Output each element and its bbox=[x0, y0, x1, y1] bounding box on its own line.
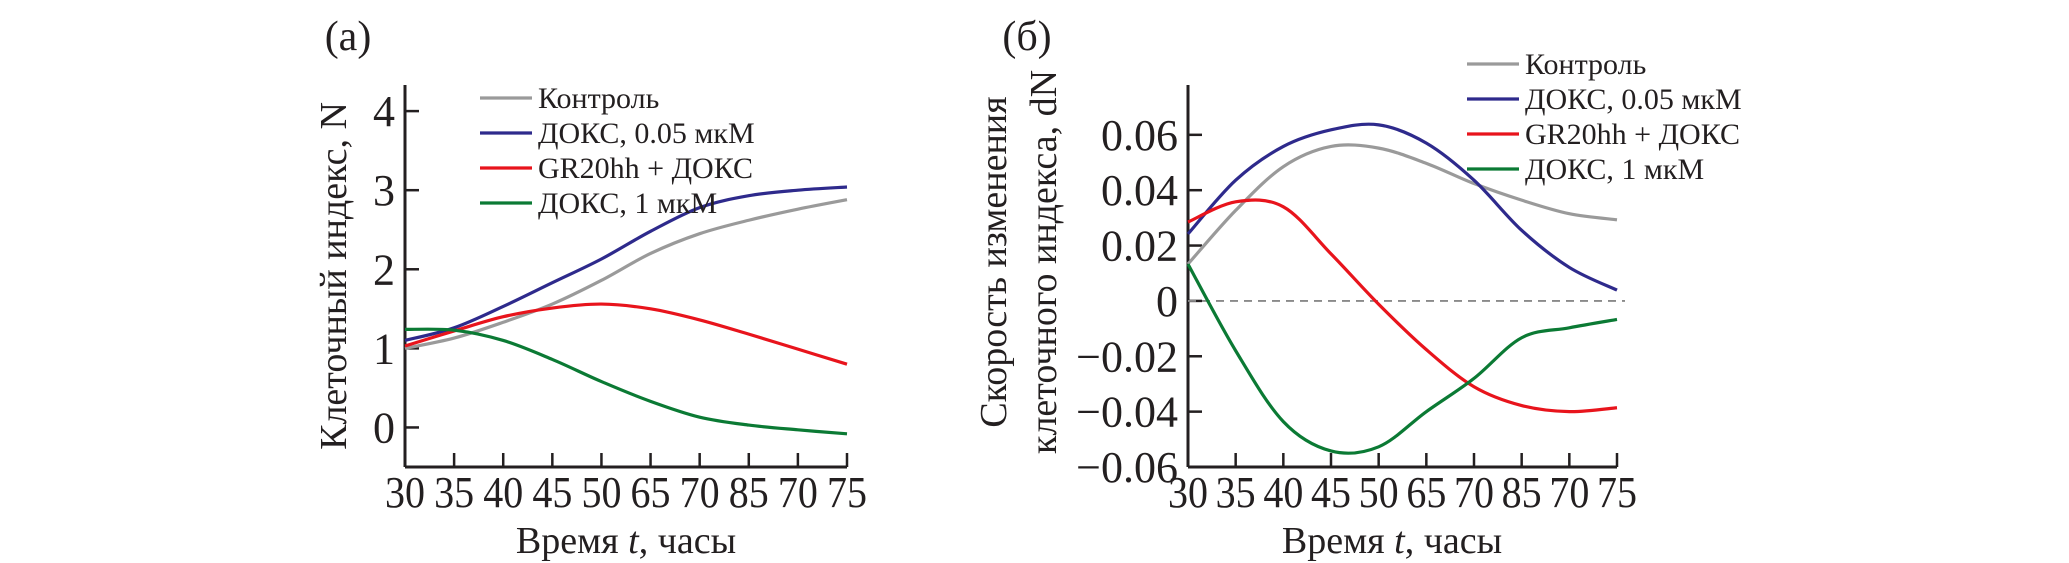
series-line-4 bbox=[1186, 263, 1618, 455]
x-tick-label: 70 bbox=[680, 468, 720, 517]
x-tick-label: 70 bbox=[1549, 468, 1589, 517]
x-tick-label: 45 bbox=[1311, 468, 1351, 517]
y-tick-label: 3 bbox=[373, 166, 395, 215]
y-tick-label: 0.06 bbox=[1101, 111, 1178, 160]
y-tick-label: 0.04 bbox=[1101, 166, 1178, 215]
axes-b: 30 35 40 45 50 65 70 85 70 75−0.06−0.04−0.0200.02… bbox=[1076, 85, 1637, 517]
y-tick-label: 0 bbox=[1156, 277, 1178, 326]
x-tick-label: 85 bbox=[729, 468, 769, 517]
series-line-1 bbox=[404, 198, 848, 350]
y-tick-label: 2 bbox=[373, 245, 395, 294]
x-tick-label: 85 bbox=[1502, 468, 1542, 517]
x-tick-label: 30 bbox=[385, 468, 425, 517]
x-axis-title-a: Время t, часы bbox=[516, 520, 736, 562]
series-line-2 bbox=[1186, 122, 1618, 292]
x-tick-label: 50 bbox=[1359, 468, 1399, 517]
series-line-3 bbox=[404, 302, 848, 366]
legend-label: ДОКС, 1 мкМ bbox=[1525, 153, 1704, 186]
x-tick-label: 75 bbox=[1597, 468, 1637, 517]
x-tick-label: 65 bbox=[1406, 468, 1446, 517]
y-axis-title-b-line1: Скорость изменения bbox=[973, 96, 1015, 427]
y-tick-label: 0.02 bbox=[1101, 222, 1178, 271]
x-axis-title-b: Время t, часы bbox=[1282, 520, 1502, 562]
y-axis-title-b-line2: клеточного индекса, dN bbox=[1023, 70, 1065, 454]
panel-label-b: (б) bbox=[1002, 14, 1051, 60]
series-lines-b bbox=[1186, 122, 1625, 455]
x-tick-label: 45 bbox=[532, 468, 572, 517]
x-tick-label: 65 bbox=[631, 468, 671, 517]
y-axis-title-a: Клеточный индекс, N bbox=[313, 102, 355, 450]
legend-label: ДОКС, 0.05 мкМ bbox=[1525, 83, 1742, 116]
y-tick-label: −0.02 bbox=[1076, 332, 1178, 381]
series-line-2 bbox=[404, 185, 848, 343]
series-lines-a bbox=[404, 185, 848, 436]
x-tick-label: 30 bbox=[1168, 468, 1208, 517]
x-tick-label: 75 bbox=[827, 468, 867, 517]
legend-label: GR20hh + ДОКС bbox=[1525, 118, 1740, 151]
x-tick-label: 35 bbox=[1216, 468, 1256, 517]
series-line-1 bbox=[1186, 143, 1618, 266]
y-tick-label: −0.06 bbox=[1076, 443, 1178, 492]
legend-label: GR20hh + ДОКС bbox=[538, 152, 753, 185]
x-tick-label: 40 bbox=[483, 468, 523, 517]
x-tick-label: 70 bbox=[1454, 468, 1494, 517]
legend-label: Контроль bbox=[1525, 48, 1646, 81]
x-tick-label: 40 bbox=[1263, 468, 1303, 517]
chart-panel-a: (a) Клеточный индекс, N Время t, часы 30… bbox=[313, 14, 867, 562]
chart-panel-b: (б) Скорость изменения клеточного индекс… bbox=[973, 14, 1742, 562]
legend-label: Контроль bbox=[538, 82, 659, 115]
y-tick-label: 1 bbox=[373, 324, 395, 373]
x-tick-label: 50 bbox=[581, 468, 621, 517]
y-tick-label: −0.04 bbox=[1076, 388, 1178, 437]
panel-label-a: (a) bbox=[325, 14, 372, 60]
legend-label: ДОКС, 0.05 мкМ bbox=[538, 117, 755, 150]
series-line-4 bbox=[404, 327, 848, 436]
x-tick-label: 70 bbox=[778, 468, 818, 517]
y-tick-label: 0 bbox=[373, 403, 395, 452]
y-tick-label: 4 bbox=[373, 87, 395, 136]
series-line-3 bbox=[1187, 198, 1618, 414]
legend-label: ДОКС, 1 мкМ bbox=[538, 187, 717, 220]
x-tick-label: 35 bbox=[434, 468, 474, 517]
